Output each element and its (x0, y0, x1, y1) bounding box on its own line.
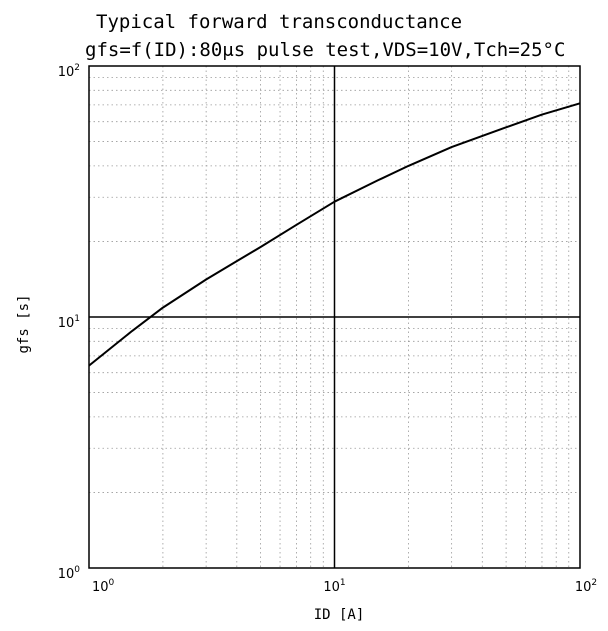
minor-grid (89, 66, 580, 568)
y-tick-label: 100 (58, 565, 81, 582)
major-grid (89, 66, 580, 568)
y-tick-label: 101 (58, 314, 80, 331)
x-axis-label: ID [A] (314, 607, 365, 623)
chart-title: Typical forward transconductance (96, 11, 462, 33)
gfs-curve (88, 102, 581, 367)
chart-subtitle: gfs=f(ID):80μs pulse test,VDS=10V,Tch=25… (85, 39, 565, 61)
y-tick-labels: 100 101 102 (58, 63, 81, 582)
y-tick-label: 102 (58, 63, 80, 80)
y-axis-label: gfs [s] (16, 294, 32, 353)
x-tick-labels: 100 101 102 (92, 578, 597, 595)
plot-frame (88, 65, 581, 569)
x-tick-label: 100 (92, 578, 115, 595)
x-tick-label: 102 (575, 578, 597, 595)
x-tick-label: 101 (323, 578, 345, 595)
curve-layer (88, 102, 581, 367)
